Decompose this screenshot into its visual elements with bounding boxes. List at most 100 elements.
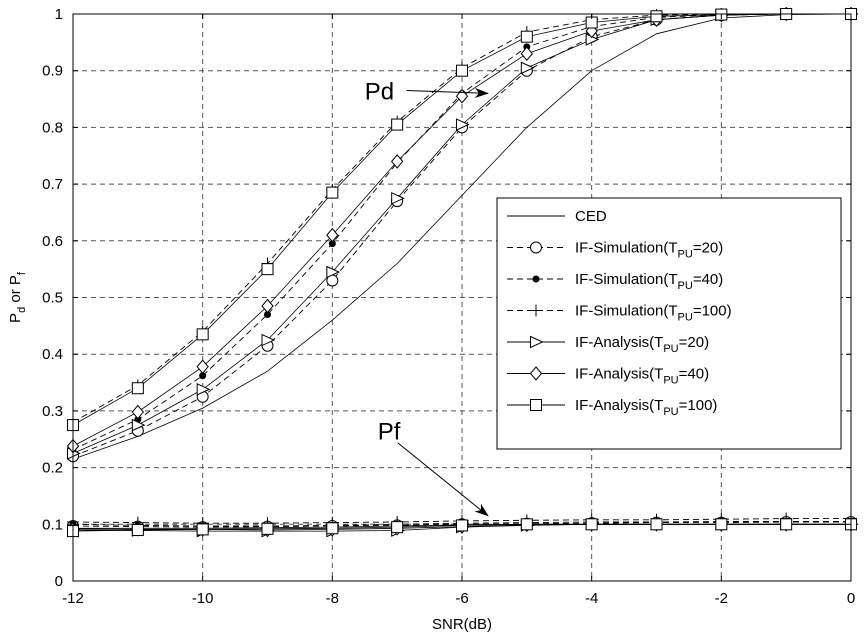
y-tick-label: 0.5 bbox=[42, 290, 63, 307]
legend-item: IF-Analysis(TPU=40) bbox=[507, 366, 709, 387]
marker-circle bbox=[530, 241, 542, 254]
marker-triangle-right bbox=[326, 265, 341, 279]
marker-diamond bbox=[529, 366, 543, 381]
marker-diamond bbox=[520, 46, 533, 61]
y-tick-label: 1 bbox=[55, 6, 63, 23]
data-series bbox=[66, 6, 859, 538]
legend-item: IF-Analysis(TPU=20) bbox=[507, 334, 709, 355]
x-tick-label: -2 bbox=[715, 590, 728, 607]
x-tick-label: -6 bbox=[455, 590, 468, 607]
legend: CEDIF-Simulation(TPU=20)IF-Simulation(TP… bbox=[496, 197, 842, 450]
legend-label-tail: =100) bbox=[679, 397, 718, 414]
x-tick-label: -12 bbox=[62, 590, 84, 607]
legend-item: IF-Simulation(TPU=20) bbox=[507, 240, 723, 261]
y-tick-label: 0.3 bbox=[42, 403, 63, 420]
legend-item: CED bbox=[507, 208, 607, 225]
x-tick-label: -8 bbox=[326, 590, 339, 607]
legend-label: IF-Simulation(TPU=100) bbox=[575, 303, 732, 324]
y-tick-label: 0.2 bbox=[42, 460, 63, 477]
y-label-mid: or P bbox=[7, 275, 24, 307]
marker-square bbox=[530, 399, 542, 411]
marker-square bbox=[261, 263, 274, 276]
legend-label: IF-Analysis(TPU=100) bbox=[575, 397, 717, 418]
marker-diamond bbox=[131, 404, 144, 420]
marker-square bbox=[520, 518, 533, 531]
marker-dot bbox=[328, 240, 336, 248]
marker-square bbox=[780, 518, 793, 531]
y-tick-label: 0.7 bbox=[42, 176, 63, 193]
marker-triangle-right bbox=[196, 383, 211, 396]
y-label-main: P bbox=[7, 313, 24, 323]
legend-item: IF-Simulation(TPU=40) bbox=[507, 271, 723, 292]
marker-triangle-right bbox=[520, 61, 535, 75]
marker-triangle-right bbox=[261, 333, 276, 347]
annotation-pd: Pd bbox=[365, 79, 394, 106]
marker-diamond bbox=[261, 298, 274, 314]
legend-label-main: IF-Analysis(T bbox=[575, 366, 663, 383]
marker-square bbox=[650, 10, 663, 23]
annotation-pf-arrow bbox=[397, 442, 489, 517]
legend-label: CED bbox=[575, 208, 607, 225]
marker-triangle-right bbox=[456, 118, 470, 131]
y-tick-label: 0.8 bbox=[42, 119, 63, 136]
marker-triangle-right bbox=[391, 191, 405, 205]
legend-label-main: IF-Simulation(T bbox=[575, 303, 678, 320]
marker-square bbox=[456, 519, 468, 532]
marker-dot bbox=[264, 311, 271, 319]
marker-square bbox=[391, 118, 404, 131]
marker-diamond bbox=[196, 359, 209, 374]
legend-label-sub: PU bbox=[678, 312, 693, 324]
marker-square bbox=[520, 30, 533, 43]
x-tick-label: -4 bbox=[585, 590, 598, 607]
legend-label-main: IF-Simulation(T bbox=[575, 240, 678, 257]
marker-square bbox=[326, 186, 339, 199]
x-tick-label: -10 bbox=[192, 590, 214, 607]
legend-label: IF-Analysis(TPU=20) bbox=[575, 334, 709, 355]
marker-triangle-right bbox=[131, 418, 146, 432]
y-tick-label: 0.9 bbox=[42, 63, 63, 80]
legend-label: IF-Analysis(TPU=40) bbox=[575, 366, 709, 387]
axis-ticks: -12 -10 -8 -6 -4 -2 0 0 0.1 0.2 0.3 0.4 0.5 0.6 0.7 0.8… bbox=[42, 6, 855, 607]
legend-label-main: CED bbox=[575, 208, 607, 225]
legend-label-tail: =40) bbox=[693, 271, 723, 288]
legend-label-tail: =40) bbox=[679, 366, 709, 383]
marker-square bbox=[715, 518, 728, 531]
marker-square bbox=[196, 523, 209, 536]
marker-plus bbox=[530, 304, 542, 317]
x-axis-label: SNR(dB) bbox=[432, 616, 492, 633]
legend-label-tail: =20) bbox=[679, 334, 709, 351]
y-tick-label: 0.4 bbox=[42, 346, 63, 363]
legend-label-sub: PU bbox=[663, 406, 678, 418]
marker-diamond bbox=[326, 227, 339, 243]
x-tick-label: 0 bbox=[847, 590, 855, 607]
marker-square bbox=[585, 518, 598, 531]
legend-label-main: IF-Analysis(T bbox=[575, 397, 663, 414]
legend-label-sub: PU bbox=[678, 280, 693, 292]
annotations: Pd Pf bbox=[365, 79, 489, 517]
marker-square bbox=[131, 382, 144, 395]
legend-label-main: IF-Simulation(T bbox=[575, 271, 678, 288]
annotation-pd-arrow bbox=[406, 87, 489, 98]
legend-label-sub: PU bbox=[663, 375, 678, 387]
y-tick-label: 0.1 bbox=[42, 516, 63, 533]
legend-label-sub: PU bbox=[678, 249, 693, 261]
marker-triangle-right bbox=[530, 335, 544, 349]
marker-square bbox=[326, 522, 339, 535]
marker-square bbox=[650, 518, 663, 531]
y-label-sub-d: d bbox=[16, 307, 28, 313]
marker-diamond bbox=[391, 154, 404, 169]
marker-square bbox=[456, 64, 468, 77]
marker-dot bbox=[532, 275, 540, 283]
legend-label-sub: PU bbox=[663, 343, 678, 355]
marker-square bbox=[391, 521, 404, 534]
legend-box bbox=[496, 197, 842, 450]
marker-square bbox=[131, 523, 144, 536]
legend-item: IF-Analysis(TPU=100) bbox=[507, 397, 717, 418]
legend-label: IF-Simulation(TPU=20) bbox=[575, 240, 723, 261]
marker-dot bbox=[199, 372, 207, 380]
legend-label-tail: =100) bbox=[693, 303, 732, 320]
legend-label-main: IF-Analysis(T bbox=[575, 334, 663, 351]
annotation-pf: Pf bbox=[378, 419, 401, 446]
legend-item: IF-Simulation(TPU=100) bbox=[507, 303, 732, 324]
